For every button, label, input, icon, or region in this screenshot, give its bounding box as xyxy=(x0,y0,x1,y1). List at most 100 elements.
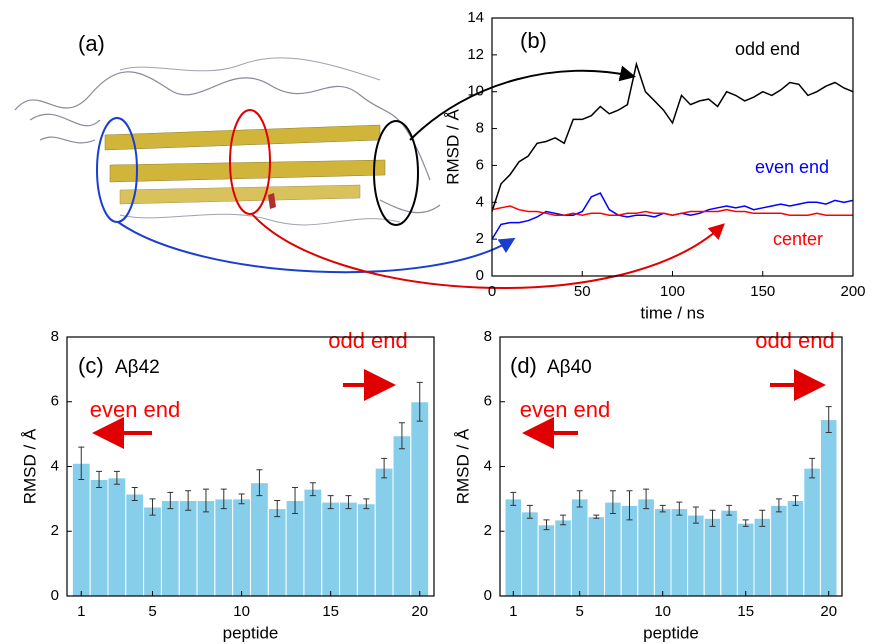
error-bar xyxy=(609,490,616,514)
y-tick-label: 6 xyxy=(476,156,484,173)
error-bar xyxy=(825,406,832,434)
error-bar xyxy=(149,498,156,516)
series-label: odd end xyxy=(735,39,800,59)
bar xyxy=(504,498,523,597)
bar xyxy=(339,501,358,597)
error-bar xyxy=(643,488,650,510)
y-tick-label: 0 xyxy=(51,587,59,604)
bar xyxy=(267,508,287,597)
error-bar xyxy=(560,514,567,526)
bar xyxy=(250,482,269,597)
peptide-label: Aβ40 xyxy=(547,357,592,378)
y-tick-label: 4 xyxy=(51,457,59,474)
series-label: center xyxy=(773,229,823,249)
highlight-even-end xyxy=(96,117,138,223)
bar xyxy=(703,517,722,597)
y-tick-label: 2 xyxy=(51,522,59,539)
bar xyxy=(374,467,394,597)
error-bar xyxy=(792,495,799,506)
annotation: even end xyxy=(90,397,181,422)
bar xyxy=(604,501,622,597)
y-tick-label: 0 xyxy=(476,267,484,284)
error-bar xyxy=(742,519,749,527)
bar xyxy=(786,499,805,597)
error-bar xyxy=(726,504,733,516)
error-bar xyxy=(327,495,334,510)
x-tick-label: 1 xyxy=(77,603,85,620)
y-axis-label: RMSD / Å xyxy=(20,428,39,504)
bar xyxy=(71,462,91,597)
bar xyxy=(89,478,109,597)
y-tick-label: 8 xyxy=(484,328,492,345)
x-tick-label: 0 xyxy=(488,283,496,300)
y-tick-label: 6 xyxy=(51,393,59,410)
bar xyxy=(803,467,821,597)
error-bar xyxy=(292,487,299,514)
y-tick-label: 10 xyxy=(467,83,484,100)
plot-frame xyxy=(491,17,854,277)
bar xyxy=(687,514,705,597)
y-axis-label: RMSD / Å xyxy=(443,109,462,185)
x-axis-label: peptide xyxy=(643,623,699,642)
y-tick-label: 14 xyxy=(467,9,484,26)
error-bar xyxy=(775,498,782,513)
error-bar xyxy=(256,469,263,497)
error-bar xyxy=(345,495,352,510)
panel-label: (d) xyxy=(510,353,537,378)
error-bar xyxy=(78,446,85,480)
error-bar xyxy=(510,491,517,506)
x-tick-label: 50 xyxy=(574,283,591,300)
bar xyxy=(410,401,430,597)
x-tick-label: 200 xyxy=(840,283,865,300)
arrow xyxy=(117,221,516,274)
x-tick-label: 15 xyxy=(322,603,339,620)
x-tick-label: 1 xyxy=(509,603,517,620)
error-bar xyxy=(238,493,245,505)
highlight-center xyxy=(229,109,271,215)
bar xyxy=(125,493,145,597)
y-tick-label: 6 xyxy=(484,393,492,410)
bar xyxy=(178,499,198,597)
bar xyxy=(392,435,412,597)
bar xyxy=(285,499,305,597)
x-tick-label: 10 xyxy=(233,603,250,620)
y-axis-label: RMSD / Å xyxy=(453,428,472,504)
protein-structure xyxy=(14,57,441,226)
error-bar xyxy=(543,519,550,531)
bar xyxy=(107,477,127,597)
error-bar xyxy=(626,490,633,521)
error-bar xyxy=(131,487,138,501)
x-tick-label: 15 xyxy=(737,603,754,620)
bar xyxy=(160,499,180,597)
error-bar xyxy=(381,457,388,479)
y-tick-label: 2 xyxy=(476,230,484,247)
bar xyxy=(356,503,376,597)
arrow xyxy=(409,65,636,141)
error-bar xyxy=(96,470,103,489)
annotation: odd end xyxy=(755,328,835,353)
plot-frame xyxy=(499,336,843,597)
panel-label: (b) xyxy=(520,28,547,53)
x-tick-label: 10 xyxy=(654,603,671,620)
y-tick-label: 4 xyxy=(476,193,484,210)
highlight-odd-end xyxy=(373,120,419,226)
error-bar xyxy=(363,498,370,510)
y-tick-label: 2 xyxy=(484,522,492,539)
x-tick-label: 150 xyxy=(750,283,775,300)
bar xyxy=(537,524,556,597)
bar xyxy=(637,498,655,597)
bar xyxy=(143,506,162,597)
y-tick-label: 0 xyxy=(484,587,492,604)
error-bar xyxy=(676,501,683,516)
error-bar xyxy=(220,488,227,510)
y-tick-label: 8 xyxy=(476,120,484,137)
arrow xyxy=(251,213,725,290)
error-bar xyxy=(113,470,120,485)
bar xyxy=(753,517,772,597)
panel-label: (c) xyxy=(78,353,104,378)
annotation: odd end xyxy=(328,328,408,353)
error-bar xyxy=(416,381,423,422)
error-bar xyxy=(167,491,174,510)
line-series xyxy=(491,205,853,216)
bar xyxy=(321,501,341,597)
